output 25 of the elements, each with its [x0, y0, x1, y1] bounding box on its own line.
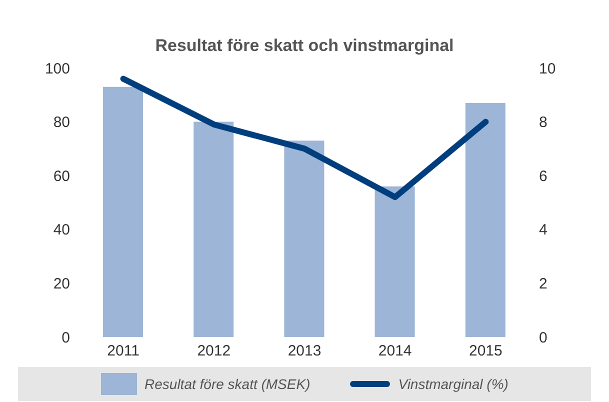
legend-label: Vinstmarginal (%): [397, 375, 508, 394]
bar: [103, 86, 143, 337]
y-tick-label: 40: [53, 222, 70, 239]
y2-tick-label: 2: [539, 276, 548, 293]
x-tick-label: 2014: [378, 342, 412, 360]
x-tick-label: 2011: [107, 342, 140, 360]
y2-tick-label: 4: [539, 222, 548, 239]
bar: [374, 186, 415, 337]
y-tick-label: 80: [53, 114, 70, 132]
y2-tick-label: 10: [539, 60, 556, 78]
y-tick-label: 100: [44, 60, 70, 78]
x-tick-label: 2012: [197, 342, 231, 360]
chart-title: Resultat före skatt och vinstmarginal: [154, 35, 455, 56]
y2-tick-label: 8: [539, 114, 548, 132]
bar: [194, 122, 234, 337]
y-tick-label: 0: [62, 329, 70, 346]
bar: [465, 102, 506, 337]
x-tick-label: 2015: [469, 342, 502, 360]
y2-tick-label: 6: [539, 168, 548, 185]
y-tick-label: 60: [53, 168, 70, 185]
bar: [284, 140, 324, 337]
y-tick-label: 20: [53, 276, 70, 293]
legend-label: Resultat före skatt (MSEK): [144, 375, 310, 394]
y2-tick-label: 0: [539, 329, 548, 346]
x-tick-label: 2013: [288, 342, 322, 360]
